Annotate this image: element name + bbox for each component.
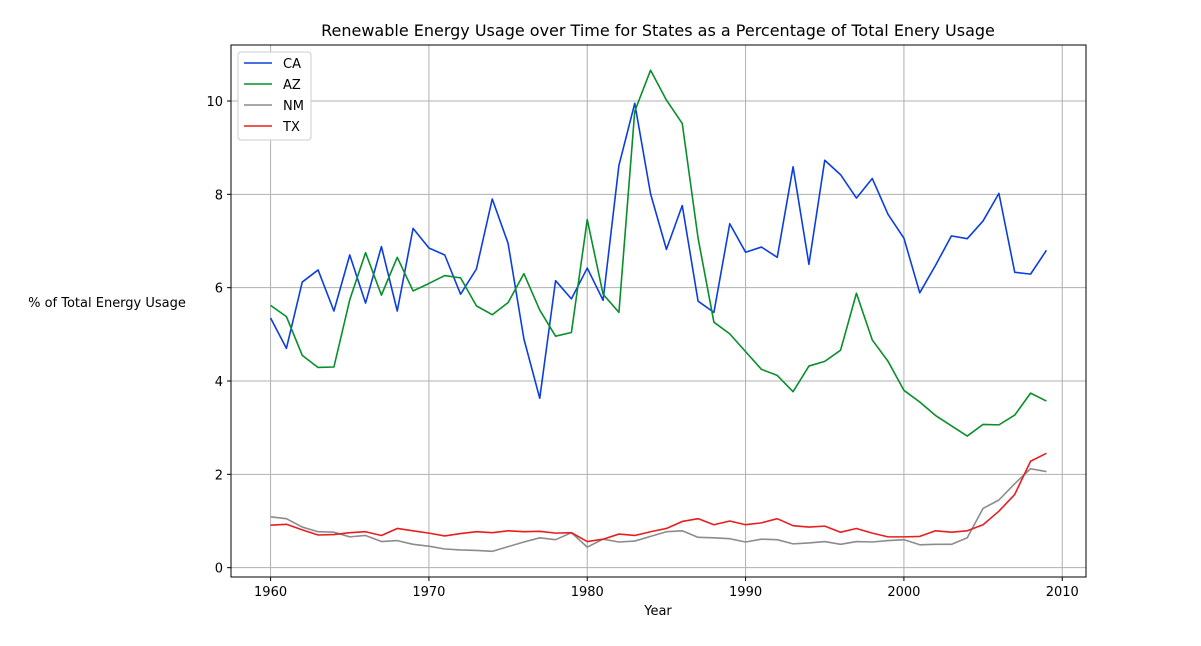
y-tick-label: 2 xyxy=(215,468,223,483)
series-line-az xyxy=(270,69,1047,437)
x-tick-label: 1970 xyxy=(412,585,445,600)
legend-box xyxy=(237,51,312,141)
plot-frame xyxy=(230,44,1087,578)
series-line-nm xyxy=(270,467,1047,553)
legend: CA AZ NM TX xyxy=(237,51,312,141)
series-line-tx xyxy=(270,452,1047,543)
x-tick-label: 1990 xyxy=(729,585,762,600)
tick-marks: 1960 1970 1980 1990 2000 2010 0 2 4 6 8 10 xyxy=(206,95,1078,600)
y-tick-label: 8 xyxy=(215,188,223,203)
legend-label-tx: TX xyxy=(282,120,300,135)
x-axis-label: Year xyxy=(643,604,672,619)
y-tick-label: 4 xyxy=(215,375,223,390)
grid-lines xyxy=(231,45,1086,577)
y-axis-label: % of Total Energy Usage xyxy=(28,296,186,311)
x-tick-label: 2010 xyxy=(1046,585,1079,600)
series-line-ca xyxy=(269,102,1048,400)
legend-label-nm: NM xyxy=(283,99,304,114)
x-tick-label: 1980 xyxy=(571,585,604,600)
y-tick-label: 6 xyxy=(215,282,223,297)
chart-title: Renewable Energy Usage over Time for Sta… xyxy=(321,21,995,40)
x-tick-label: 2000 xyxy=(887,585,920,600)
series-layer xyxy=(269,69,1048,553)
x-tick-label: 1960 xyxy=(254,585,287,600)
legend-label-az: AZ xyxy=(283,78,301,93)
y-tick-label: 0 xyxy=(215,562,223,577)
y-tick-label: 10 xyxy=(206,95,223,110)
legend-label-ca: CA xyxy=(283,57,301,72)
